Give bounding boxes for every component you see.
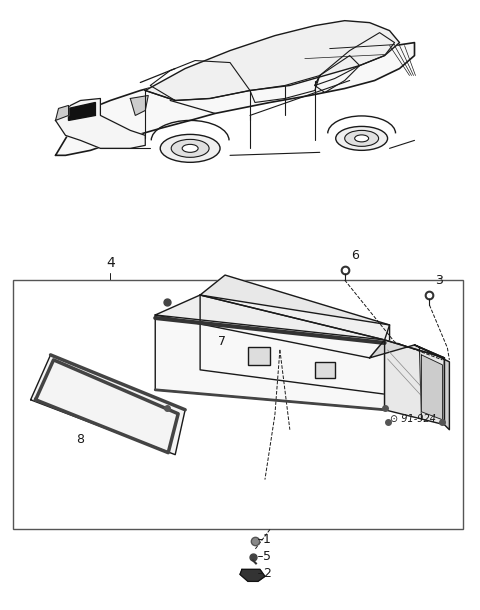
Polygon shape [31, 355, 185, 454]
Polygon shape [421, 355, 443, 420]
Polygon shape [200, 275, 390, 340]
Polygon shape [56, 98, 145, 148]
Polygon shape [130, 96, 148, 115]
Polygon shape [370, 340, 444, 358]
FancyBboxPatch shape [315, 362, 335, 378]
Polygon shape [155, 295, 384, 358]
Polygon shape [145, 21, 399, 101]
Polygon shape [384, 340, 444, 425]
Text: 7: 7 [218, 336, 226, 348]
Text: 5: 5 [263, 550, 271, 563]
Text: 6: 6 [351, 249, 359, 262]
FancyBboxPatch shape [12, 280, 463, 529]
Text: 3: 3 [435, 274, 444, 287]
Ellipse shape [345, 131, 379, 146]
Polygon shape [240, 569, 265, 581]
Polygon shape [415, 345, 449, 429]
FancyBboxPatch shape [248, 347, 270, 365]
Polygon shape [56, 43, 415, 156]
Ellipse shape [171, 139, 209, 157]
Ellipse shape [355, 135, 369, 142]
Text: ⊙ 91-924: ⊙ 91-924 [390, 414, 435, 424]
Polygon shape [155, 315, 384, 410]
Text: 2: 2 [263, 567, 271, 580]
Polygon shape [200, 295, 390, 395]
Ellipse shape [336, 126, 387, 150]
Text: 8: 8 [76, 433, 84, 446]
Polygon shape [56, 106, 69, 120]
Ellipse shape [160, 134, 220, 162]
Polygon shape [69, 102, 96, 120]
Ellipse shape [182, 145, 198, 152]
Text: 4: 4 [106, 256, 115, 270]
Text: 1: 1 [263, 533, 271, 546]
